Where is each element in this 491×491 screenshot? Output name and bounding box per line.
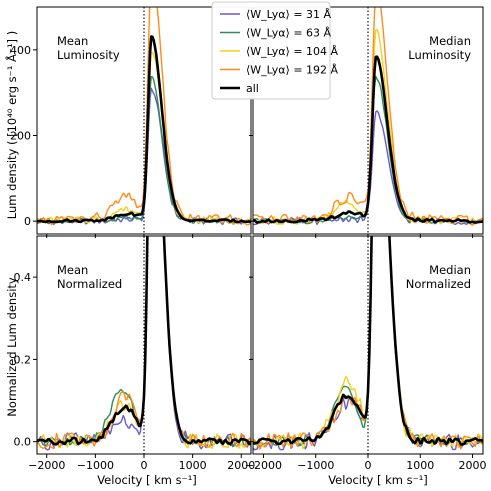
y-tick-label: 200 [10, 129, 31, 142]
x-tick-label: −2000 [245, 459, 282, 472]
legend: ⟨W_Lyα⟩ = 31 Å ⟨W_Lyα⟩ = 63 Å ⟨W_Lyα⟩ = 10… [211, 1, 339, 100]
x-tick-label: 0 [141, 459, 148, 472]
panel-title: Mean [57, 263, 88, 277]
x-tick-label: −2000 [28, 459, 65, 472]
x-tick-label: 0 [365, 459, 372, 472]
legend-label: ⟨W_Lyα⟩ = 104 Å [246, 45, 339, 58]
series-line-all [37, 35, 251, 224]
x-tick-label: 2000 [459, 459, 487, 472]
panel-title: Luminosity [408, 48, 471, 62]
y-axis-label-bottom: Normalized Lum density [5, 277, 19, 417]
legend-label: ⟨W_Lyα⟩ = 31 Å [246, 8, 332, 21]
legend-label: all [246, 82, 259, 95]
panel-title: Median [429, 34, 471, 48]
series-group [253, 7, 483, 226]
x-axis-label-right: Velocity [ km s⁻¹] [328, 473, 428, 487]
y-tick-label: 0.4 [14, 271, 32, 284]
panel-title: Mean [57, 34, 88, 48]
panel-title: Normalized [57, 277, 122, 291]
y-tick-label: 0.0 [14, 436, 32, 449]
legend-label: ⟨W_Lyα⟩ = 63 Å [246, 27, 332, 40]
y-tick-label: 0 [24, 215, 31, 228]
x-tick-label: 1000 [406, 459, 434, 472]
x-tick-label: −1000 [297, 459, 334, 472]
x-axis-label-left: Velocity [ km s⁻¹] [97, 473, 197, 487]
legend-label: ⟨W_Lyα⟩ = 192 Å [246, 64, 339, 77]
panel-mean-normalized: −2000 −1000 0 1000 2000 0.0 0.2 0.4 MeanNormaliz… [14, 235, 255, 472]
panels-layer: 0200400MeanLuminosityMedianLuminosity−20… [10, 6, 487, 472]
x-tick-label: 1000 [179, 459, 207, 472]
panel-title: Median [429, 263, 471, 277]
series-line-all [253, 55, 483, 224]
y-tick-label: 0.2 [14, 353, 32, 366]
x-tick-label: −1000 [77, 459, 114, 472]
y-axis-label-top: Lum density ( [10⁴⁰ erg s⁻¹ Å⁻¹] ) [4, 31, 19, 219]
y-tick-label: 400 [10, 44, 31, 57]
series-group [37, 7, 251, 226]
x-tick-label: 2000 [227, 459, 255, 472]
legend-box [211, 1, 331, 100]
panel-title: Luminosity [57, 48, 120, 62]
series-line-all [37, 236, 251, 446]
panel-title: Normalized [406, 277, 471, 291]
